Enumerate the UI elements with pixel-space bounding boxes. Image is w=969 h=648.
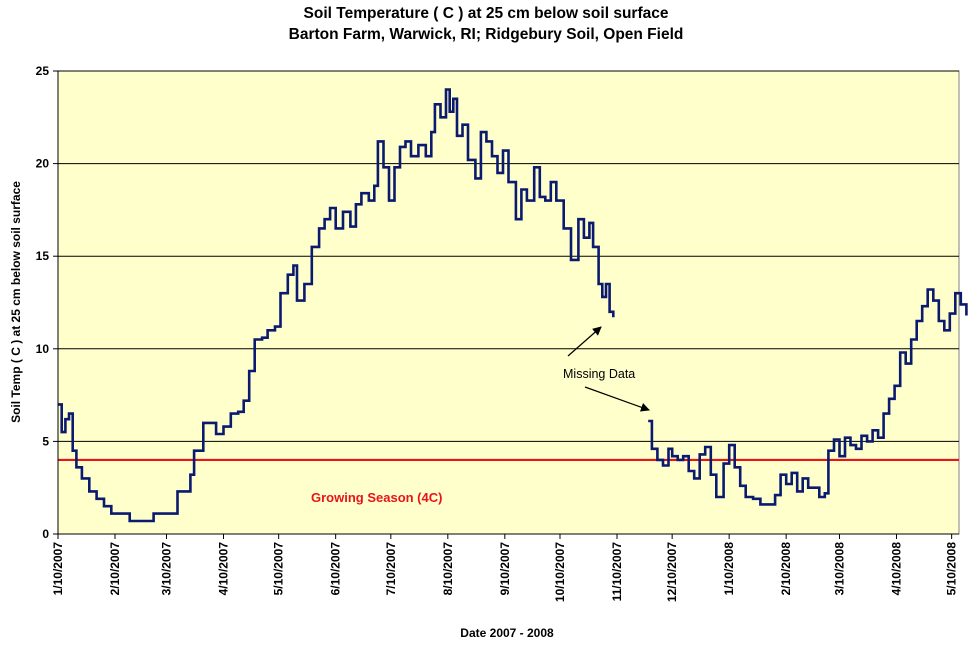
x-tick-label: 2/10/2008	[779, 542, 793, 596]
y-axis-ticks: 0 5 10 15 20 25	[36, 64, 58, 541]
x-tick-label: 1/10/2007	[51, 542, 65, 596]
x-tick-label: 12/10/2007	[665, 542, 679, 602]
growing-season-label: Growing Season (4C)	[311, 490, 442, 505]
x-tick-label: 11/10/2007	[610, 542, 624, 602]
x-axis-label: Date 2007 - 2008	[460, 626, 554, 640]
y-tick-label: 10	[36, 342, 50, 356]
y-tick-label: 5	[42, 434, 49, 448]
y-axis-label: Soil Temp ( C ) at 25 cm below soil surf…	[9, 181, 23, 423]
x-tick-label: 7/10/2007	[384, 542, 398, 596]
x-tick-label: 9/10/2007	[498, 542, 512, 596]
missing-data-arrow-up	[567, 326, 602, 357]
series-line-segment-1	[648, 288, 968, 506]
y-tick-label: 15	[36, 249, 50, 263]
y-tick-label: 20	[36, 157, 50, 171]
y-tick-label: 0	[42, 527, 49, 541]
x-tick-label: 6/10/2007	[329, 542, 343, 596]
missing-data-label: Missing Data	[563, 367, 635, 381]
series-soil-temperature	[58, 88, 968, 523]
x-tick-label: 1/10/2008	[722, 542, 736, 596]
x-tick-label: 8/10/2007	[441, 542, 455, 596]
x-tick-label: 3/10/2008	[832, 542, 846, 596]
x-tick-label: 4/10/2008	[889, 542, 903, 596]
missing-data-arrow-down	[584, 386, 650, 412]
chart-title-line-2: Barton Farm, Warwick, RI; Ridgebury Soil…	[288, 26, 684, 43]
plot-area	[57, 70, 960, 535]
series-line-segment-0	[58, 88, 615, 523]
x-tick-label: 5/10/2008	[945, 542, 959, 596]
chart-title: Soil Temperature ( C ) at 25 cm below so…	[0, 3, 969, 45]
x-tick-label: 2/10/2007	[108, 542, 122, 596]
x-tick-label: 4/10/2007	[216, 542, 230, 596]
x-tick-label: 10/10/2007	[553, 542, 567, 602]
y-tick-label: 25	[36, 64, 50, 78]
chart-title-line-1: Soil Temperature ( C ) at 25 cm below so…	[303, 5, 669, 22]
x-tick-label: 5/10/2007	[272, 542, 286, 596]
x-tick-label: 3/10/2007	[159, 542, 173, 596]
x-axis-ticks: 1/10/2007 2/10/2007 3/10/2007 4/10/2007 5/10…	[51, 534, 959, 602]
